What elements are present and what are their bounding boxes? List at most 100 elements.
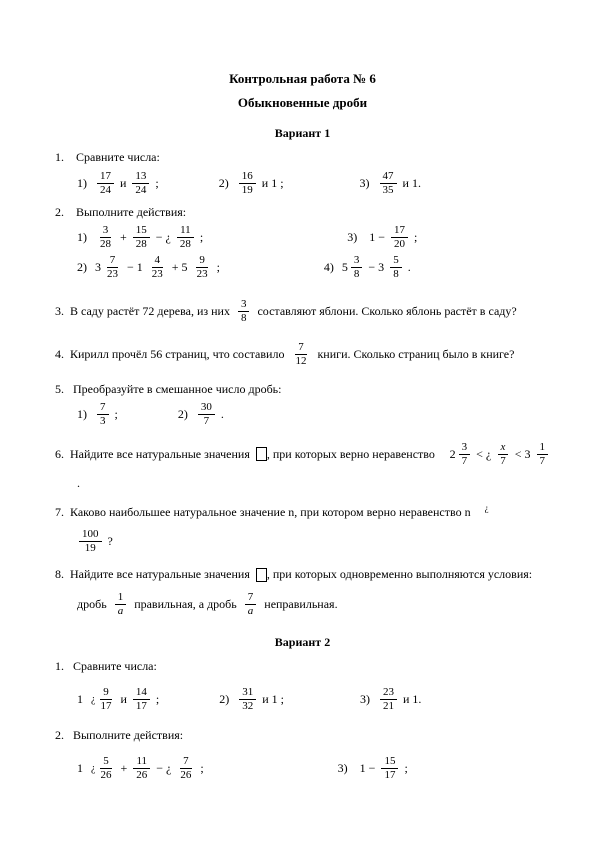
v1-task2: 2. Выполните действия: (55, 204, 550, 221)
v1-task6: 6. Найдите все натуральные значения , пр… (55, 442, 550, 467)
v1-task1-items: 1) 1724 и 1324 ; 2) 1619 и 1 ; 3) 4735 и… (77, 170, 550, 196)
t2-item1: 1) 328 + 1528 − ¿ 1128 ; (77, 225, 207, 250)
fraction: 1128 (177, 225, 194, 250)
fraction: 526 (97, 756, 114, 781)
semicolon: ; (404, 761, 407, 776)
fraction: 7a (245, 592, 257, 617)
t1-item1: 1) 1724 и 1324 ; (77, 171, 163, 196)
semicolon: ; (155, 176, 158, 191)
t8-mid: , при которых одновременно выполняются у… (267, 566, 532, 583)
t6-tail: . (77, 475, 550, 492)
mixed-fraction: 237 (450, 442, 473, 467)
and-1-text: и 1. (403, 176, 421, 191)
t6-expr: 237 < ¿ x7 < 3 17 (450, 442, 550, 467)
fraction: 307 (198, 402, 215, 427)
minus-op: − ¿ (156, 230, 171, 245)
fraction: 726 (177, 756, 194, 781)
v2-task2: 2. Выполните действия: (55, 727, 550, 744)
v1-task7-frac: 10019 ? (77, 528, 550, 554)
num-2: 2. (55, 728, 64, 742)
plus-op: + (120, 761, 127, 776)
v1-task5: 5. Преобразуйте в смешанное число дробь: (55, 381, 550, 398)
num-6: 6. (55, 446, 64, 463)
semicolon: ; (115, 407, 118, 422)
t5-item1: 1) 73 ; (77, 402, 122, 427)
and-1-text: и 1 ; (262, 692, 284, 707)
v2-t2-sym: ¿ (91, 763, 95, 774)
qmark: ? (108, 534, 113, 549)
v1-task1: 1. Сравните числа: (55, 149, 550, 166)
semicolon: ; (200, 230, 203, 245)
one-minus: 1 − (360, 761, 376, 776)
v2-task2-row1: 1 ¿ 526 + 1126 − ¿ 726 ; 3) 1 − 1517 ; (77, 756, 550, 782)
and-1-text: и 1. (403, 692, 421, 707)
mixed-fraction: 3723 (95, 255, 123, 280)
doc-title-1: Контрольная работа № 6 (55, 70, 550, 88)
v1-task3: 3. В саду растёт 72 дерева, из них 38 со… (55, 299, 517, 324)
semicolon: ; (217, 260, 220, 275)
fraction: 1724 (97, 171, 114, 196)
fraction: 58 (390, 255, 402, 280)
fraction: 423 (149, 255, 166, 280)
v2-t1-item3: 3) 2321 и 1. (360, 687, 425, 712)
period: . (221, 407, 224, 422)
t3-post: составляют яблони. Сколько яблонь растёт… (257, 303, 516, 320)
plus-op: + (120, 230, 127, 245)
num-5: 5. (55, 382, 64, 396)
t3-pre: В саду растёт 72 дерева, из них (70, 303, 230, 320)
fraction: 4735 (380, 171, 397, 196)
t5-prompt: Преобразуйте в смешанное число дробь: (73, 382, 282, 396)
fraction: 1619 (239, 171, 256, 196)
fraction: 1720 (391, 225, 408, 250)
v2-t2-item1: 1 ¿ 526 + 1126 − ¿ 726 ; (77, 756, 208, 781)
v2-t1-i1-n: 1 (77, 692, 83, 707)
t5-item2: 2) 307 . (178, 402, 228, 427)
t2-i3-n: 3) (347, 230, 357, 245)
t5-i2-n: 2) (178, 407, 188, 422)
v2-t2-i3-n: 3) (338, 761, 348, 776)
variant-2-label: Вариант 2 (55, 635, 550, 650)
fraction: x7 (497, 442, 509, 467)
semicolon: ; (200, 761, 203, 776)
lt-op: < ¿ (476, 446, 491, 463)
fraction: 38 (238, 299, 250, 324)
doc-title-2: Обыкновенные дроби (55, 94, 550, 112)
fraction: 10019 (79, 529, 102, 554)
v2-t2-i1-n: 1 (77, 761, 83, 776)
minus-mixed: − 1 (127, 260, 143, 275)
v1-task2-row2: 2) 3723 − 1 423 + 5 923 ; 4) 538 − 3 58 … (77, 255, 550, 281)
v1-task7: 7. Каково наибольшее натуральное значени… (55, 504, 489, 521)
fraction: 73 (97, 402, 109, 427)
fraction: 712 (292, 342, 309, 367)
v2-t2-item3: 3) 1 − 1517 ; (338, 756, 412, 781)
t1-i1-n: 1) (77, 176, 87, 191)
placeholder-icon (256, 447, 267, 461)
and-1-text: и 1 ; (262, 176, 284, 191)
minus-mixed: − 3 (368, 260, 384, 275)
fraction: 1528 (133, 225, 150, 250)
t1-item2: 2) 1619 и 1 ; (219, 171, 288, 196)
t2-i2-n: 2) (77, 260, 87, 275)
plus-mixed: + 5 (172, 260, 188, 275)
fraction: 923 (194, 255, 211, 280)
fraction: 2321 (380, 687, 397, 712)
v1-task4: 4. Кирилл прочёл 56 страниц, что состави… (55, 342, 514, 367)
num-4: 4. (55, 346, 64, 363)
t2-item4: 4) 538 − 3 58 . (324, 255, 415, 280)
lt-mixed: < 3 (515, 446, 531, 463)
t8-pre: Найдите все натуральные значения (70, 566, 250, 583)
t8-txt2: неправильная. (264, 597, 337, 612)
v1-task8-line2: дробь 1a правильная, а дробь 7a неправил… (77, 591, 338, 617)
num-2: 2. (55, 205, 64, 219)
t8-drob1: дробь (77, 597, 107, 612)
period: . (408, 260, 411, 275)
one-minus: 1 − (369, 230, 385, 245)
minus-op: − ¿ (156, 761, 171, 776)
fraction: 328 (97, 225, 114, 250)
v2-t1-item2: 2) 3132 и 1 ; (219, 687, 288, 712)
num-1: 1. (55, 150, 64, 164)
t4-pre: Кирилл прочёл 56 страниц, что составило (70, 346, 284, 363)
t6-pre: Найдите все натуральные значения (70, 446, 250, 463)
t2-i4-n: 4) (324, 260, 334, 275)
t7-pre: Каково наибольшее натуральное значение n… (70, 504, 471, 521)
